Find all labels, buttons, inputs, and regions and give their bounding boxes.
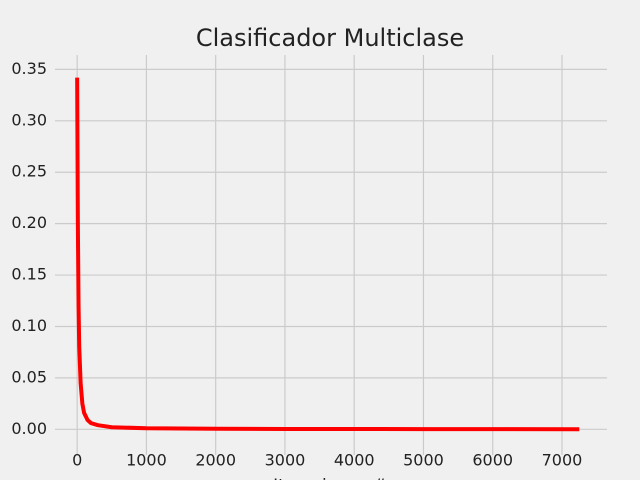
y-tick-label: 0.20: [11, 213, 47, 232]
x-tick-label: 3000: [265, 451, 306, 470]
x-tick-label: 1000: [126, 451, 167, 470]
x-tick-label: 5000: [403, 451, 444, 470]
chart-title: Clasificador Multiclase: [196, 24, 464, 52]
x-tick-label: 0: [72, 451, 82, 470]
line-series: [75, 77, 580, 432]
y-tick-label: 0.00: [11, 419, 47, 438]
x-axis-label: Iteraciones #: [273, 476, 387, 480]
y-tick-label: 0.15: [11, 265, 47, 284]
x-tick-label: 7000: [542, 451, 583, 470]
x-tick-label: 4000: [334, 451, 375, 470]
x-tick-label: 2000: [195, 451, 236, 470]
y-tick-label: 0.25: [11, 162, 47, 181]
y-tick-label: 0.35: [11, 59, 47, 78]
y-tick-label: 0.30: [11, 110, 47, 129]
x-tick-label: 6000: [472, 451, 513, 470]
y-tick-label: 0.05: [11, 367, 47, 386]
y-tick-label: 0.10: [11, 316, 47, 335]
